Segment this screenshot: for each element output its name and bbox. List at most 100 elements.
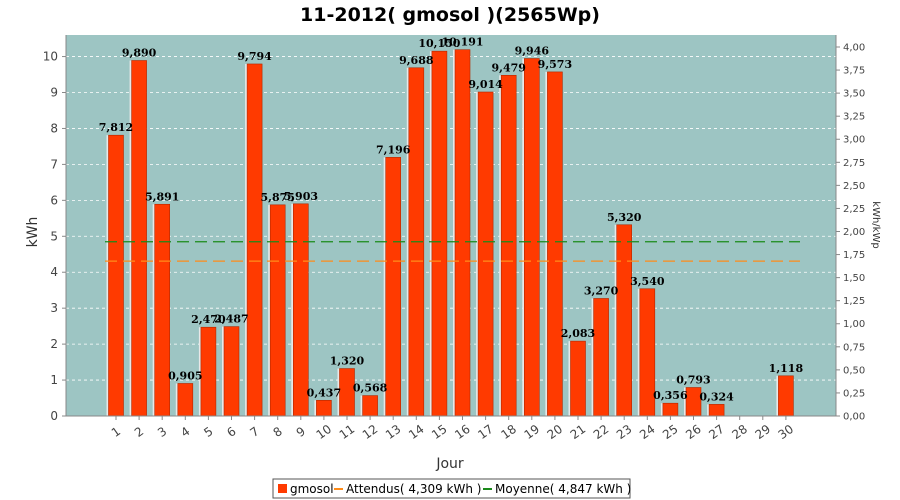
bar [431,50,448,417]
data-label: 0,356 [653,389,688,402]
data-label: 0,793 [676,373,710,386]
bar-highlight [522,58,525,416]
legend: gmosol Attendus( 4,309 kWh ) Moyenne( 4,… [272,478,631,499]
x-tick-label: 24 [637,422,658,442]
x-tick-label: 21 [568,422,589,442]
chart-title: 11-2012( gmosol )(2565Wp) [300,4,600,26]
bar-highlight [684,387,686,416]
x-tick-label: 11 [337,422,358,442]
x-tick-label: 27 [706,422,727,442]
data-label: 9,946 [515,45,550,58]
data-label: 1,320 [330,355,365,368]
bar-highlight [383,157,386,416]
y-tick-label: 0 [50,409,58,423]
y-tick-label-right: 0,75 [843,342,865,353]
x-tick-label: 2 [132,424,146,440]
bar-highlight [245,63,248,417]
data-label: 5,903 [284,190,318,203]
x-tick-label: 28 [729,422,750,442]
y-tick-label-right: 1,00 [843,319,865,330]
data-label: 3,270 [584,284,619,297]
legend-label-gmosol: gmosol [290,482,334,496]
data-label: 9,573 [538,58,572,71]
y-tick-label-right: 3,00 [843,135,865,146]
y-tick-label-right: 3,25 [843,112,865,123]
x-tick-label: 14 [406,422,427,442]
x-ticks: 1 2 3 4 5 6 7 8 9 10 11 12 13 14 15 16 17 18 19 20 21 22 23 24 2… [109,416,796,442]
data-label: 5,891 [145,190,179,203]
plot-area [66,35,836,416]
x-tick-label: 20 [545,422,566,442]
data-label: 10,191 [441,36,483,49]
data-label: 9,014 [468,78,503,91]
x-tick-label: 3 [155,424,169,440]
bar [385,157,402,417]
bar [708,404,725,417]
x-tick-label: 9 [294,424,308,440]
bar [316,399,332,417]
y-tick-label-right: 1,50 [843,273,865,284]
data-label: 7,812 [99,121,133,134]
data-label: 7,196 [376,143,411,156]
x-tick-label: 23 [614,422,635,442]
x-tick-label: 16 [452,422,473,442]
y-tick-label-right: 2,50 [843,181,865,192]
x-tick-label: 26 [683,422,704,442]
bars [106,49,794,417]
bar [778,375,794,417]
y-tick-label-right: 2,75 [843,158,865,169]
bar-highlight [198,327,201,416]
data-label: 0,324 [699,390,734,403]
y-tick-label-right: 2,00 [843,227,865,238]
y-ticks-left: 0 1 2 3 4 5 6 7 8 9 10 [43,50,66,423]
x-tick-label: 5 [201,424,215,440]
y-tick-label-right: 2,25 [843,204,865,215]
bar-highlight [175,383,178,416]
y-tick-label-right: 3,50 [843,89,865,100]
y-axis-label: kWh [25,217,41,248]
bar-highlight [568,341,571,416]
bar-highlight [129,60,132,417]
bar [154,203,170,417]
legend-label-moyenne: Moyenne( 4,847 kWh ) [495,482,631,496]
x-axis-label: Jour [435,456,464,472]
bar-highlight [429,51,432,416]
reference-lines [105,241,800,262]
data-label: 10,150 [418,37,460,50]
x-tick-label: 29 [753,422,774,442]
x-tick-label: 4 [178,424,192,440]
y-tick-label: 7 [50,157,58,171]
y-tick-label: 4 [50,265,58,279]
x-tick-label: 1 [109,424,123,440]
bar [570,340,586,417]
bar [108,134,124,417]
data-label: 9,890 [122,47,157,60]
bar [292,203,309,417]
y-tick-label: 3 [50,301,58,315]
x-tick-label: 7 [247,424,261,440]
x-tick-label: 19 [522,422,543,442]
bar-highlight [614,224,617,416]
y-tick-label: 6 [50,193,58,207]
y-tick-label: 10 [43,50,58,64]
bar-highlight [222,326,224,416]
y-tick-label: 8 [50,121,58,135]
bar [523,58,540,417]
y-tick-label-right: 0,00 [843,412,865,423]
bar [454,49,471,417]
y-ticks-right: 0,00 0,25 0,50 0,75 1,00 1,25 1,50 1,75 2,00 2,25… [836,42,865,423]
bar [269,204,286,417]
x-tick-label: 30 [776,422,797,442]
x-tick-label: 25 [660,422,681,442]
x-tick-label: 22 [591,422,612,442]
bar-highlight [337,368,340,416]
legend-label-attendus: Attendus( 4,309 kWh ) [346,482,481,496]
bar-highlight [637,288,640,416]
x-tick-label: 12 [360,422,381,442]
x-tick-label: 17 [475,422,496,442]
bar-highlight [707,404,710,416]
x-tick-label: 8 [271,424,285,440]
bar [200,326,217,417]
